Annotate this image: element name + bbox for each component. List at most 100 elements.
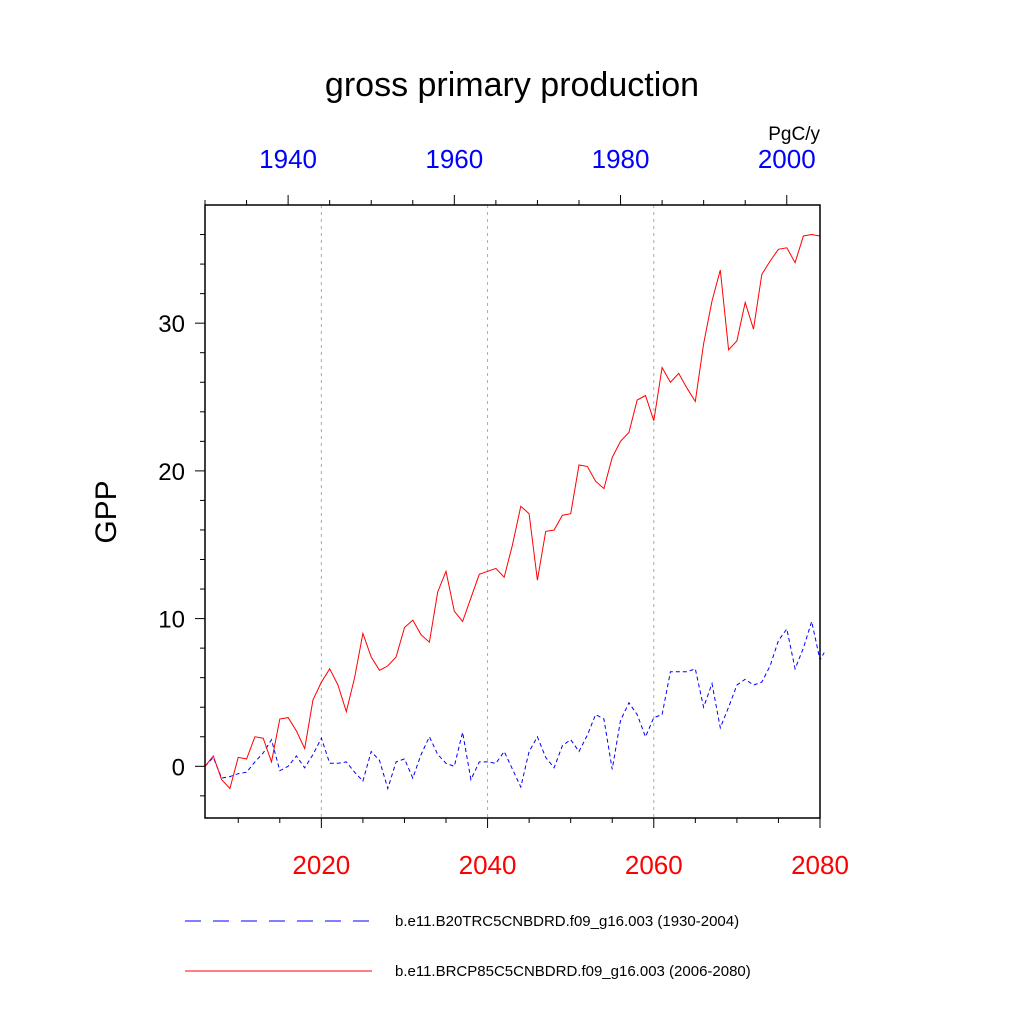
series-1-point-2058 [636,399,638,401]
series-1-point-2011 [245,758,247,760]
series-1-point-2056 [619,440,621,442]
series-1-point-2029 [395,656,397,658]
series-0-point-1966 [503,750,505,752]
series-0-point-1999 [777,640,779,642]
plot-frame [204,204,821,819]
series-1-point-2021 [328,668,330,670]
series-0-point-1961 [461,731,463,733]
series-0-point-1988 [686,671,688,673]
series-1-point-2014 [270,761,272,763]
series-1-point-2068 [719,269,721,271]
series-0-point-1939 [279,770,281,772]
series-1-point-2007 [212,755,214,757]
series-0-point-1993 [727,706,729,708]
series-0-point-1933 [229,775,231,777]
series-1-point-2030 [403,626,405,628]
series-0-point-1982 [636,713,638,715]
y-axis-label: GPP [90,480,123,543]
series-1-point-2026 [370,656,372,658]
series-1-point-2059 [644,394,646,396]
series-0-point-1965 [495,762,497,764]
series-1-point-2008 [220,778,222,780]
series-1-point-2057 [628,431,630,433]
axes: 0 10 20 30 2020 2040 2060 2080 1940 1960 1980 2000 [158,144,849,880]
series-1-point-2075 [777,248,779,250]
series-1-point-2078 [802,235,804,237]
series-1-point-2047 [545,530,547,532]
series-1-point-2020 [320,681,322,683]
series-0-point-1940 [287,765,289,767]
series-1-point-2013 [262,737,264,739]
series-1-point-2031 [412,619,414,621]
series-1-point-2022 [337,684,339,686]
series-1-point-2036 [453,610,455,612]
series-0-point-1949 [362,780,364,782]
series-1-point-2024 [353,676,355,678]
series-1-point-2019 [312,699,314,701]
series-0-point-1944 [320,737,322,739]
series-1-point-2018 [304,747,306,749]
series-0-point-1994 [736,684,738,686]
series-0-point-1948 [353,771,355,773]
series-0-point-1978 [603,718,605,720]
legend: b.e11.B20TRC5CNBDRD.f09_g16.003 (1930-20… [185,913,751,980]
series-1-point-2076 [786,247,788,249]
series-0-point-1991 [711,682,713,684]
series-0-point-1950 [370,750,372,752]
series-0-point-1964 [486,761,488,763]
series-0-point-1984 [653,716,655,718]
series-1-point-2063 [678,372,680,374]
series-1-point-2028 [387,665,389,667]
series-0-point-2001 [794,668,796,670]
series-0-point-1973 [561,744,563,746]
series-0-point-1986 [669,671,671,673]
x-bottom-label-2020: 2020 [292,850,350,880]
series-1-point-2051 [578,464,580,466]
series-0-point-1981 [628,702,630,704]
series-1-point-2054 [603,487,605,489]
series-0-point-1942 [304,767,306,769]
series-0-point-1947 [345,761,347,763]
series-0-point-1963 [478,761,480,763]
series-0-point-1962 [470,778,472,780]
series-line-1 [204,233,821,790]
series-1-point-2042 [503,576,505,578]
series-1-point-2017 [295,730,297,732]
series-0-point-1980 [619,719,621,721]
series-0-point-1987 [678,671,680,673]
series-0-point-1975 [578,750,580,752]
series-1-point-2033 [428,641,430,643]
series-1-point-2016 [287,716,289,718]
series-1-point-2023 [345,710,347,712]
series-1-point-2009 [229,787,231,789]
series-1-point-2025 [362,632,364,634]
series-1-point-2045 [528,513,530,515]
series-1-point-2062 [669,381,671,383]
series-0-point-1960 [453,765,455,767]
series-layer [204,233,825,791]
series-1-point-2043 [511,544,513,546]
series-0-point-1946 [337,762,339,764]
series-0-point-1943 [312,753,314,755]
series-1-point-2060 [653,419,655,421]
series-1-point-2061 [661,366,663,368]
grid-lines [320,205,655,818]
series-0-point-1976 [586,734,588,736]
series-1-point-2079 [810,233,812,235]
series-1-point-2064 [686,387,688,389]
series-0-point-1972 [553,767,555,769]
series-0-point-1957 [428,736,430,738]
x-bottom-label-2080: 2080 [791,850,849,880]
series-0-point-2002 [802,647,804,649]
series-0-point-1992 [719,727,721,729]
x-top-label-1940: 1940 [259,144,317,174]
series-1-point-2027 [378,669,380,671]
x-top-label-1980: 1980 [592,144,650,174]
series-1-point-2041 [495,567,497,569]
series-1-point-2049 [561,514,563,516]
series-0-point-1990 [702,706,704,708]
series-1-point-2071 [744,301,746,303]
series-0-point-1945 [328,762,330,764]
series-0-point-1952 [387,787,389,789]
